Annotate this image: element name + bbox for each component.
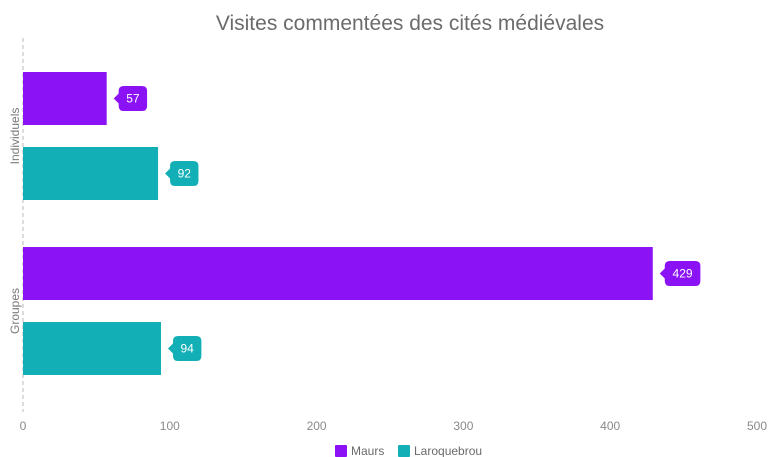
bars xyxy=(23,72,653,375)
data-label-text: 92 xyxy=(178,167,192,181)
x-tick-label: 100 xyxy=(160,419,180,433)
category-label-groupes: Groupes xyxy=(8,288,22,334)
data-label-callout xyxy=(165,161,199,186)
x-axis-ticks: 0 100 200 300 400 500 xyxy=(20,419,768,433)
x-tick-label: 0 xyxy=(20,419,27,433)
data-label-text: 57 xyxy=(126,92,140,106)
legend-item-laroquebrou[interactable]: Laroquebrou xyxy=(398,444,482,457)
category-labels: Individuels Groupes xyxy=(8,108,22,334)
data-label-maurs-groupes: 429 xyxy=(659,261,701,286)
legend-item-maurs[interactable]: Maurs xyxy=(335,444,384,457)
data-label-laroquebrou-individuels: 92 xyxy=(165,161,199,186)
bar-maurs-groupes[interactable] xyxy=(23,247,653,300)
legend-label-laroquebrou: Laroquebrou xyxy=(414,444,482,457)
data-labels: 57 92 429 94 xyxy=(113,86,701,361)
legend-label-maurs: Maurs xyxy=(351,444,384,457)
legend-swatch-maurs xyxy=(335,445,347,457)
data-label-text: 94 xyxy=(181,342,195,356)
bar-maurs-individuels[interactable] xyxy=(23,72,107,125)
bar-laroquebrou-individuels[interactable] xyxy=(23,147,159,200)
x-tick-label: 200 xyxy=(307,419,327,433)
category-label-individuels: Individuels xyxy=(8,108,22,165)
legend-swatch-laroquebrou xyxy=(398,445,410,457)
chart-title: Visites commentées des cités médiévales xyxy=(216,12,604,35)
legend: Maurs Laroquebrou xyxy=(335,444,482,457)
data-label-laroquebrou-groupes: 94 xyxy=(167,336,202,361)
bar-laroquebrou-groupes[interactable] xyxy=(23,322,161,375)
data-label-callout xyxy=(167,336,202,361)
data-label-callout xyxy=(113,86,148,111)
data-label-callout xyxy=(659,261,701,286)
data-label-text: 429 xyxy=(673,267,693,281)
x-tick-label: 400 xyxy=(600,419,620,433)
data-label-maurs-individuels: 57 xyxy=(113,86,148,111)
x-tick-label: 500 xyxy=(747,419,767,433)
x-tick-label: 300 xyxy=(453,419,473,433)
